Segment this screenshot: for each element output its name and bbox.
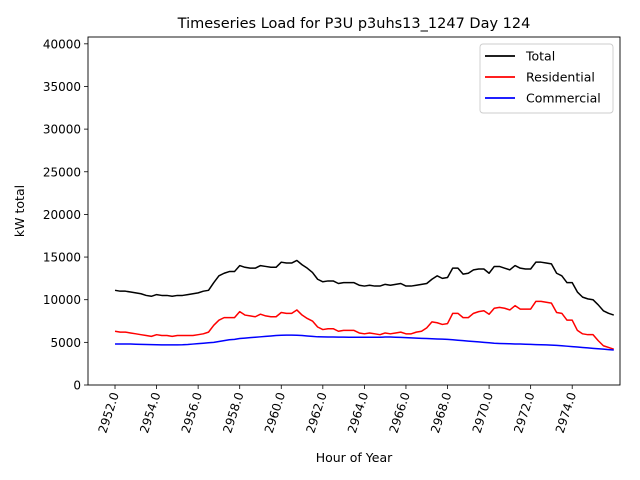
y-tick-label: 35000 (43, 80, 81, 94)
y-tick-label: 0 (73, 379, 81, 393)
y-axis-label: kW total (12, 185, 27, 237)
legend-label-commercial: Commercial (526, 91, 601, 106)
series-layer (114, 259, 615, 351)
series-line-total (114, 259, 615, 316)
y-tick-label: 25000 (43, 165, 81, 179)
legend-label-total: Total (525, 49, 555, 64)
y-axis: 0 5000 10000 15000 20000 25000 30000 35000 40000 (43, 37, 88, 393)
y-tick-label: 15000 (43, 251, 81, 265)
legend-box (479, 43, 614, 114)
legend: Total Residential Commercial (479, 43, 614, 114)
chart-title: Timeseries Load for P3U p3uhs13_1247 Day… (177, 16, 531, 32)
x-axis-label: Hour of Year (316, 450, 393, 465)
series-line-commercial (115, 334, 614, 351)
y-tick-label: 5000 (50, 336, 81, 350)
y-tick-label: 30000 (43, 123, 81, 137)
y-tick-label: 10000 (43, 293, 81, 307)
legend-label-residential: Residential (526, 70, 595, 85)
series-line-residential (114, 300, 615, 350)
y-tick-label: 40000 (43, 37, 81, 51)
plot-area (87, 36, 621, 386)
y-tick-label: 20000 (43, 208, 81, 222)
plot-frame (87, 36, 621, 386)
